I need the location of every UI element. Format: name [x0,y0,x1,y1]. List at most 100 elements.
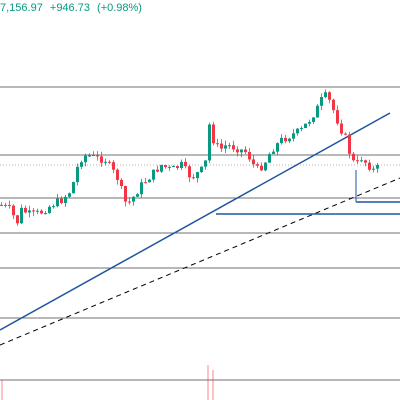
price-change: +946.73 [49,2,90,14]
candle-body [216,143,219,145]
candle-body [84,155,87,163]
candle-body [68,193,71,197]
candle-body [188,166,191,178]
candle-body [108,161,111,163]
candle-body [64,196,67,204]
candle-body [88,155,91,157]
candle-body [32,210,35,212]
candle-body [44,213,47,215]
trendlines [0,112,400,346]
trendline-dashed [0,177,400,346]
candle-body [348,134,351,154]
candle-body [296,128,299,134]
candle-body [308,121,311,124]
candle-body [276,143,279,152]
candle-body [52,206,55,208]
candle-body [328,92,331,100]
candle-body [40,210,43,214]
candle-body [184,161,187,167]
candle-body [0,204,3,206]
candle-body [300,128,303,130]
candle-body [96,154,99,157]
candle-body [280,137,283,144]
candle-body [312,117,315,122]
candle-body [156,169,159,172]
candle-body [128,201,131,203]
candle-body [224,145,227,149]
candle-body [336,110,339,124]
candle-body [196,172,199,179]
candle-body [192,177,195,179]
candle-body [372,168,375,170]
candle-body [240,149,243,153]
candle-body [324,92,327,98]
trendline-solid [0,112,391,331]
candle-body [72,182,75,194]
candle-body [16,215,19,224]
candle-body [172,166,175,168]
candle-body [168,166,171,168]
candle-body [264,162,267,171]
candle-body [56,198,59,207]
candle-body [320,97,323,106]
candle-body [256,164,259,166]
candle-body [332,99,335,111]
candle-body [368,162,371,170]
price-change-percent: (+0.98%) [97,2,142,14]
candle-body [120,179,123,187]
candle-body [20,207,23,224]
candle-body [220,143,223,149]
candle-body [112,162,115,170]
candle-body [344,133,347,135]
candle-body [28,210,31,213]
candle-body [164,164,167,167]
candle-body [316,105,319,118]
candle-body [48,206,51,214]
candle-body [340,123,343,134]
candle-body [292,133,295,139]
horizontal-levels [0,86,400,381]
volume-bars [1,365,214,400]
candle-body [284,137,287,142]
candle-body [204,160,207,167]
candles [0,89,379,226]
candle-body [36,210,39,212]
candle-body [208,124,211,161]
candle-body [248,152,251,160]
candle-body [212,124,215,144]
candle-body [132,196,135,202]
candle-body [232,145,235,150]
candle-body [364,160,367,163]
candle-body [160,164,163,172]
candle-body [104,161,107,163]
candle-body [136,194,139,197]
candle-body [12,205,15,216]
candle-body [76,166,79,183]
candle-body [100,156,103,163]
candle-body [360,160,363,162]
candle-body [4,204,7,206]
price-value: 7,156.97 [0,2,43,14]
candle-body [92,154,95,156]
candle-body [124,186,127,202]
candle-body [244,149,247,153]
candle-body [140,182,143,195]
candle-body [144,182,147,184]
candle-body [176,166,179,168]
candle-body [252,159,255,165]
candle-body [272,151,275,154]
candle-body [24,207,27,213]
candle-body [80,162,83,167]
candle-body [152,169,155,180]
candle-body [236,149,239,153]
candle-body [200,166,203,173]
candle-body [60,198,63,204]
candle-body [228,145,231,147]
candle-body [148,179,151,183]
candle-body [268,153,271,163]
candle-body [352,153,355,161]
candle-body [288,138,291,142]
candle-body [376,164,379,169]
candle-body [356,160,359,162]
